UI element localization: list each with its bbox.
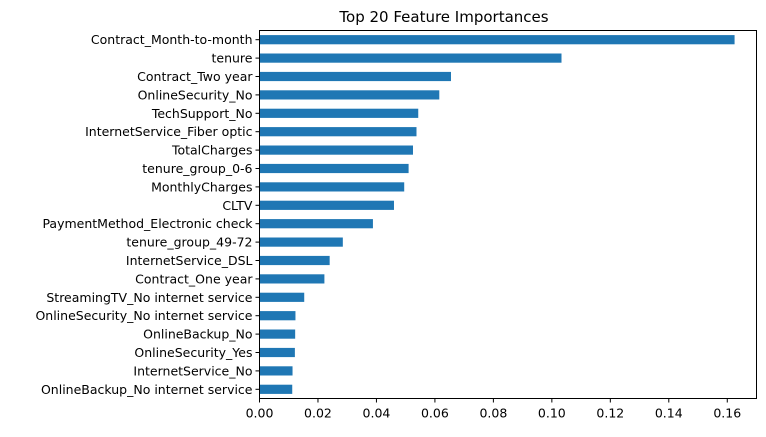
bar bbox=[259, 384, 293, 394]
chart-title: Top 20 Feature Importances bbox=[338, 8, 548, 26]
bar bbox=[259, 200, 394, 210]
bar bbox=[259, 237, 343, 247]
bar bbox=[259, 255, 330, 266]
bar bbox=[259, 163, 409, 174]
y-tick-label: tenure_group_49-72 bbox=[126, 235, 252, 250]
y-tick-label: TotalCharges bbox=[171, 143, 253, 158]
y-tick-label: CLTV bbox=[222, 198, 253, 213]
bar bbox=[259, 292, 305, 302]
bar bbox=[259, 182, 405, 192]
x-tick-label: 0.10 bbox=[538, 406, 566, 421]
y-tick-label: OnlineSecurity_No bbox=[138, 87, 253, 102]
plot-frame bbox=[259, 30, 757, 399]
x-tick-label: 0.04 bbox=[363, 406, 391, 421]
y-tick-label: OnlineSecurity_Yes bbox=[134, 345, 252, 360]
y-tick-label: InternetService_DSL bbox=[126, 253, 253, 268]
bar bbox=[259, 127, 417, 137]
y-tick-label: Contract_Two year bbox=[137, 69, 253, 84]
bar bbox=[259, 347, 295, 358]
x-tick-label: 0.00 bbox=[246, 406, 274, 421]
x-tick-label: 0.06 bbox=[421, 406, 449, 421]
bar bbox=[259, 71, 451, 82]
y-tick-label: PaymentMethod_Electronic check bbox=[42, 216, 253, 231]
x-tick-label: 0.12 bbox=[596, 406, 624, 421]
bar bbox=[259, 108, 419, 118]
x-tick-label: 0.08 bbox=[479, 406, 507, 421]
y-tick-label: OnlineSecurity_No internet service bbox=[35, 308, 252, 323]
x-tick-label: 0.02 bbox=[304, 406, 332, 421]
x-axis-ticks: 0.00 0.02 0.04 0.06 0.08 0.10 0.12 0.14 0.16 bbox=[246, 398, 741, 421]
bar bbox=[259, 311, 296, 321]
x-tick-label: 0.14 bbox=[655, 406, 683, 421]
bars-layer bbox=[259, 35, 735, 394]
bar bbox=[259, 53, 562, 63]
y-tick-label: tenure bbox=[212, 51, 253, 66]
bar bbox=[259, 274, 325, 284]
y-tick-label: OnlineBackup_No bbox=[143, 327, 252, 342]
bar bbox=[259, 329, 296, 339]
y-tick-label: Contract_Month-to-month bbox=[91, 32, 253, 47]
bar bbox=[259, 90, 440, 100]
bar bbox=[259, 366, 293, 376]
y-tick-label: StreamingTV_No internet service bbox=[46, 290, 252, 305]
y-tick-label: InternetService_No bbox=[133, 363, 252, 378]
y-tick-label: OnlineBackup_No internet service bbox=[41, 382, 253, 397]
y-tick-label: InternetService_Fiber optic bbox=[85, 124, 253, 139]
y-tick-label: MonthlyCharges bbox=[151, 179, 252, 194]
y-tick-label: TechSupport_No bbox=[151, 106, 253, 121]
bar bbox=[259, 35, 735, 45]
y-tick-label: tenure_group_0-6 bbox=[142, 161, 252, 176]
bar bbox=[259, 219, 373, 229]
x-tick-label: 0.16 bbox=[713, 406, 741, 421]
y-tick-label: Contract_One year bbox=[135, 271, 253, 286]
bar bbox=[259, 145, 413, 155]
